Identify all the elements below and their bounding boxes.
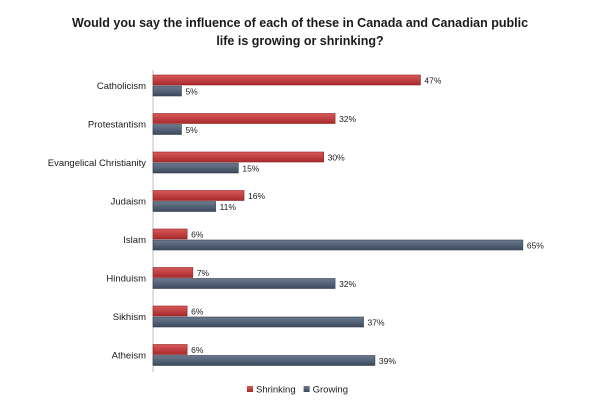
bar-shrinking-protestantism xyxy=(152,113,336,124)
value-label-growing-hinduism: 32% xyxy=(339,279,356,289)
chart-title-line-1: Would you say the influence of each of t… xyxy=(72,16,528,30)
value-label-growing-atheism: 39% xyxy=(379,356,396,366)
legend: Shrinking Growing xyxy=(247,385,348,396)
category-label-sikhism: Sikhism xyxy=(113,312,146,323)
value-label-shrinking-protestantism: 32% xyxy=(339,114,356,124)
value-label-growing-protestantism: 5% xyxy=(185,125,198,135)
legend-label-shrinking: Shrinking xyxy=(256,385,296,396)
value-label-shrinking-hinduism: 7% xyxy=(197,268,210,278)
bar-shrinking-hinduism xyxy=(152,267,194,278)
value-label-shrinking-catholicism: 47% xyxy=(424,76,441,86)
category-label-catholicism: Catholicism xyxy=(97,81,146,92)
bar-growing-evangelical-christianity xyxy=(152,162,239,174)
bar-shrinking-judaism xyxy=(152,190,245,201)
value-label-growing-judaism: 11% xyxy=(220,202,237,212)
bar-shrinking-evangelical-christianity xyxy=(152,151,324,163)
category-label-judaism: Judaism xyxy=(111,197,146,208)
bar-growing-sikhism xyxy=(152,316,364,328)
category-label-hinduism: Hinduism xyxy=(106,274,146,285)
category-label-atheism: Atheism xyxy=(112,351,146,362)
value-label-shrinking-evangelical-christianity: 30% xyxy=(328,153,345,163)
bar-growing-hinduism xyxy=(152,278,336,289)
value-label-growing-catholicism: 5% xyxy=(185,87,198,97)
value-label-shrinking-islam: 6% xyxy=(191,230,204,240)
bar-growing-atheism xyxy=(152,355,376,366)
bar-growing-catholicism xyxy=(152,85,182,97)
bar-growing-judaism xyxy=(152,201,216,212)
value-label-growing-sikhism: 37% xyxy=(368,318,385,328)
bar-growing-protestantism xyxy=(152,124,182,135)
value-label-growing-evangelical-christianity: 15% xyxy=(242,164,259,174)
category-label-protestantism: Protestantism xyxy=(88,120,146,131)
bar-shrinking-catholicism xyxy=(152,74,421,86)
bar-shrinking-islam xyxy=(152,228,188,240)
bar-shrinking-atheism xyxy=(152,344,188,355)
legend-swatch-growing xyxy=(303,386,310,392)
legend-label-growing: Growing xyxy=(313,385,348,396)
value-label-growing-islam: 65% xyxy=(527,241,544,251)
legend-swatch-shrinking xyxy=(247,386,253,392)
plot-area: Catholicism 47% 5% Protestantism 32% 5% Evange… xyxy=(48,70,544,372)
value-label-shrinking-judaism: 16% xyxy=(248,191,265,201)
category-label-islam: Islam xyxy=(123,235,146,246)
bar-growing-islam xyxy=(152,239,524,251)
category-label-evangelical-christianity: Evangelical Christianity xyxy=(48,158,146,169)
value-label-shrinking-sikhism: 6% xyxy=(191,307,204,317)
value-label-shrinking-atheism: 6% xyxy=(191,345,204,355)
chart-title-line-2: life is growing or shrinking? xyxy=(216,34,383,48)
bar-shrinking-sikhism xyxy=(152,305,188,317)
